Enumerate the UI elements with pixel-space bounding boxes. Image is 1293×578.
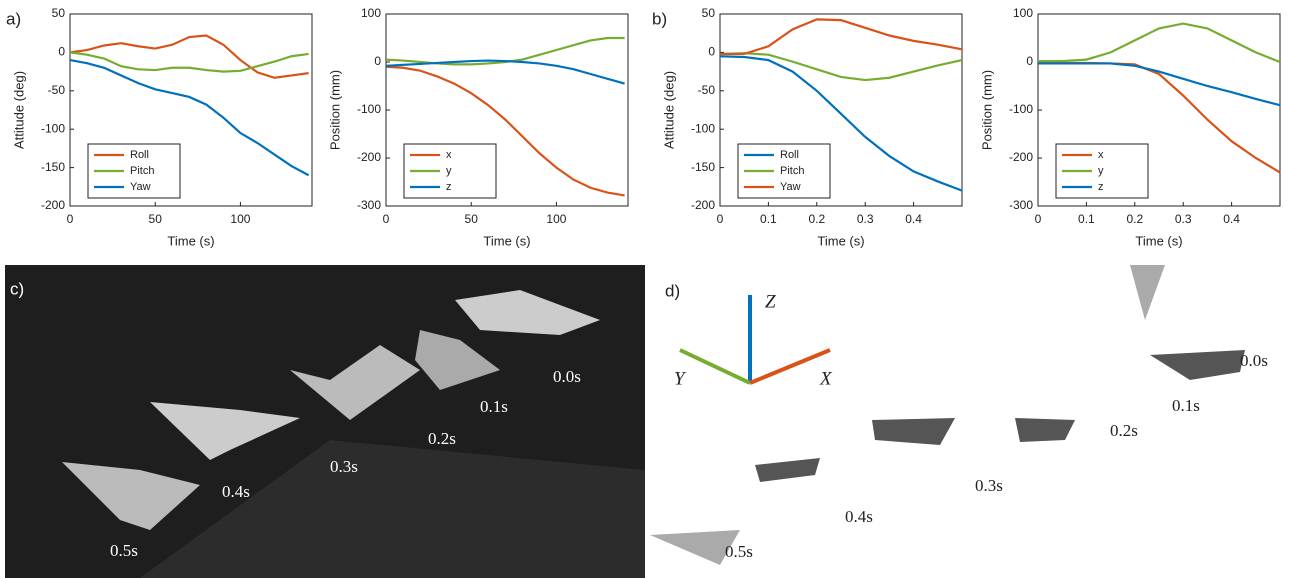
time-label: 0.0s bbox=[553, 367, 581, 386]
y-tick-label: -100 bbox=[41, 121, 65, 135]
x-tick-label: 0.4 bbox=[905, 212, 922, 226]
legend-label: Yaw bbox=[130, 181, 151, 193]
time-label: 0.4s bbox=[222, 482, 250, 501]
y-tick-label: -50 bbox=[48, 83, 66, 97]
axis-label: X bbox=[819, 368, 833, 389]
photo: c) bbox=[5, 265, 645, 578]
y-tick-label: -300 bbox=[357, 198, 381, 212]
x-tick-label: 0 bbox=[717, 212, 724, 226]
x-tick-label: 0.4 bbox=[1223, 212, 1240, 226]
wing bbox=[1130, 265, 1165, 320]
time-label: 0.1s bbox=[1172, 396, 1200, 415]
legend-label: x bbox=[446, 149, 452, 161]
x-tick-label: 0.3 bbox=[857, 212, 874, 226]
legend-label: y bbox=[446, 165, 452, 177]
wing bbox=[1015, 418, 1075, 442]
axis-label: Z bbox=[765, 291, 776, 312]
y-tick-label: -200 bbox=[357, 150, 381, 164]
panel-label: c) bbox=[10, 279, 24, 298]
time-label: 0.1s bbox=[480, 397, 508, 416]
time-label: 0.2s bbox=[428, 429, 456, 448]
panel-label: a) bbox=[6, 9, 21, 28]
y-tick-label: 0 bbox=[708, 45, 715, 59]
wing bbox=[872, 418, 955, 445]
legend-label: z bbox=[1098, 181, 1104, 193]
legend-label: Yaw bbox=[780, 181, 801, 193]
x-tick-label: 0.3 bbox=[1175, 212, 1192, 226]
x-tick-label: 0 bbox=[67, 212, 74, 226]
y-tick-label: 100 bbox=[1013, 6, 1033, 20]
x-tick-label: 50 bbox=[149, 212, 163, 226]
time-label: 0.5s bbox=[725, 542, 753, 561]
legend-label: Pitch bbox=[780, 165, 804, 177]
y-tick-label: -100 bbox=[691, 121, 715, 135]
axis-label: Y bbox=[674, 368, 687, 389]
y-tick-label: 0 bbox=[58, 45, 65, 59]
y-axis-label: Position (mm) bbox=[327, 70, 342, 150]
x-tick-label: 0.1 bbox=[1078, 212, 1095, 226]
x-axis-label: Time (s) bbox=[167, 233, 214, 248]
y-tick-label: -200 bbox=[691, 198, 715, 212]
wing bbox=[755, 458, 820, 482]
figure: a) b) c) d) X Y Z -200 -150 -100 -50 0 50 0 50 1… bbox=[0, 0, 1293, 578]
x-tick-label: 0 bbox=[383, 212, 390, 226]
legend-label: Pitch bbox=[130, 165, 154, 177]
x-tick-label: 0 bbox=[1035, 212, 1042, 226]
y-tick-label: 50 bbox=[52, 6, 66, 20]
y-axis-label: Attitude (deg) bbox=[661, 71, 676, 149]
y-tick-label: -200 bbox=[1009, 150, 1033, 164]
x-axis-label: Time (s) bbox=[817, 233, 864, 248]
legend-label: z bbox=[446, 181, 452, 193]
legend-label: Roll bbox=[130, 149, 149, 161]
y-tick-label: -50 bbox=[698, 83, 716, 97]
legend-label: Roll bbox=[780, 149, 799, 161]
legend-label: y bbox=[1098, 165, 1104, 177]
time-label: 0.2s bbox=[1110, 421, 1138, 440]
y-tick-label: -300 bbox=[1009, 198, 1033, 212]
x-axis-label: Time (s) bbox=[483, 233, 530, 248]
time-label: 0.0s bbox=[1240, 351, 1268, 370]
panel-label: d) bbox=[665, 281, 680, 300]
y-tick-label: -100 bbox=[357, 102, 381, 116]
y-tick-label: -200 bbox=[41, 198, 65, 212]
axis-arrow bbox=[750, 350, 830, 383]
x-tick-label: 0.2 bbox=[808, 212, 825, 226]
y-axis-label: Position (mm) bbox=[979, 70, 994, 150]
wing bbox=[1150, 350, 1245, 380]
y-axis-label: Attitude (deg) bbox=[11, 71, 26, 149]
x-axis-label: Time (s) bbox=[1135, 233, 1182, 248]
time-label: 0.3s bbox=[330, 457, 358, 476]
time-label: 0.5s bbox=[110, 541, 138, 560]
panel-label: b) bbox=[652, 9, 667, 28]
render: d) X Y Z bbox=[650, 265, 1245, 565]
legend-label: x bbox=[1098, 149, 1104, 161]
y-tick-label: 0 bbox=[1026, 54, 1033, 68]
y-tick-label: 50 bbox=[702, 6, 716, 20]
x-tick-label: 100 bbox=[230, 212, 250, 226]
x-tick-label: 50 bbox=[465, 212, 479, 226]
y-tick-label: -150 bbox=[691, 160, 715, 174]
y-tick-label: 0 bbox=[374, 54, 381, 68]
x-tick-label: 100 bbox=[546, 212, 566, 226]
y-tick-label: -150 bbox=[41, 160, 65, 174]
axis-arrow bbox=[680, 350, 750, 383]
time-label: 0.3s bbox=[975, 476, 1003, 495]
x-tick-label: 0.2 bbox=[1126, 212, 1143, 226]
x-tick-label: 0.1 bbox=[760, 212, 777, 226]
y-tick-label: 100 bbox=[361, 6, 381, 20]
time-label: 0.4s bbox=[845, 507, 873, 526]
y-tick-label: -100 bbox=[1009, 102, 1033, 116]
